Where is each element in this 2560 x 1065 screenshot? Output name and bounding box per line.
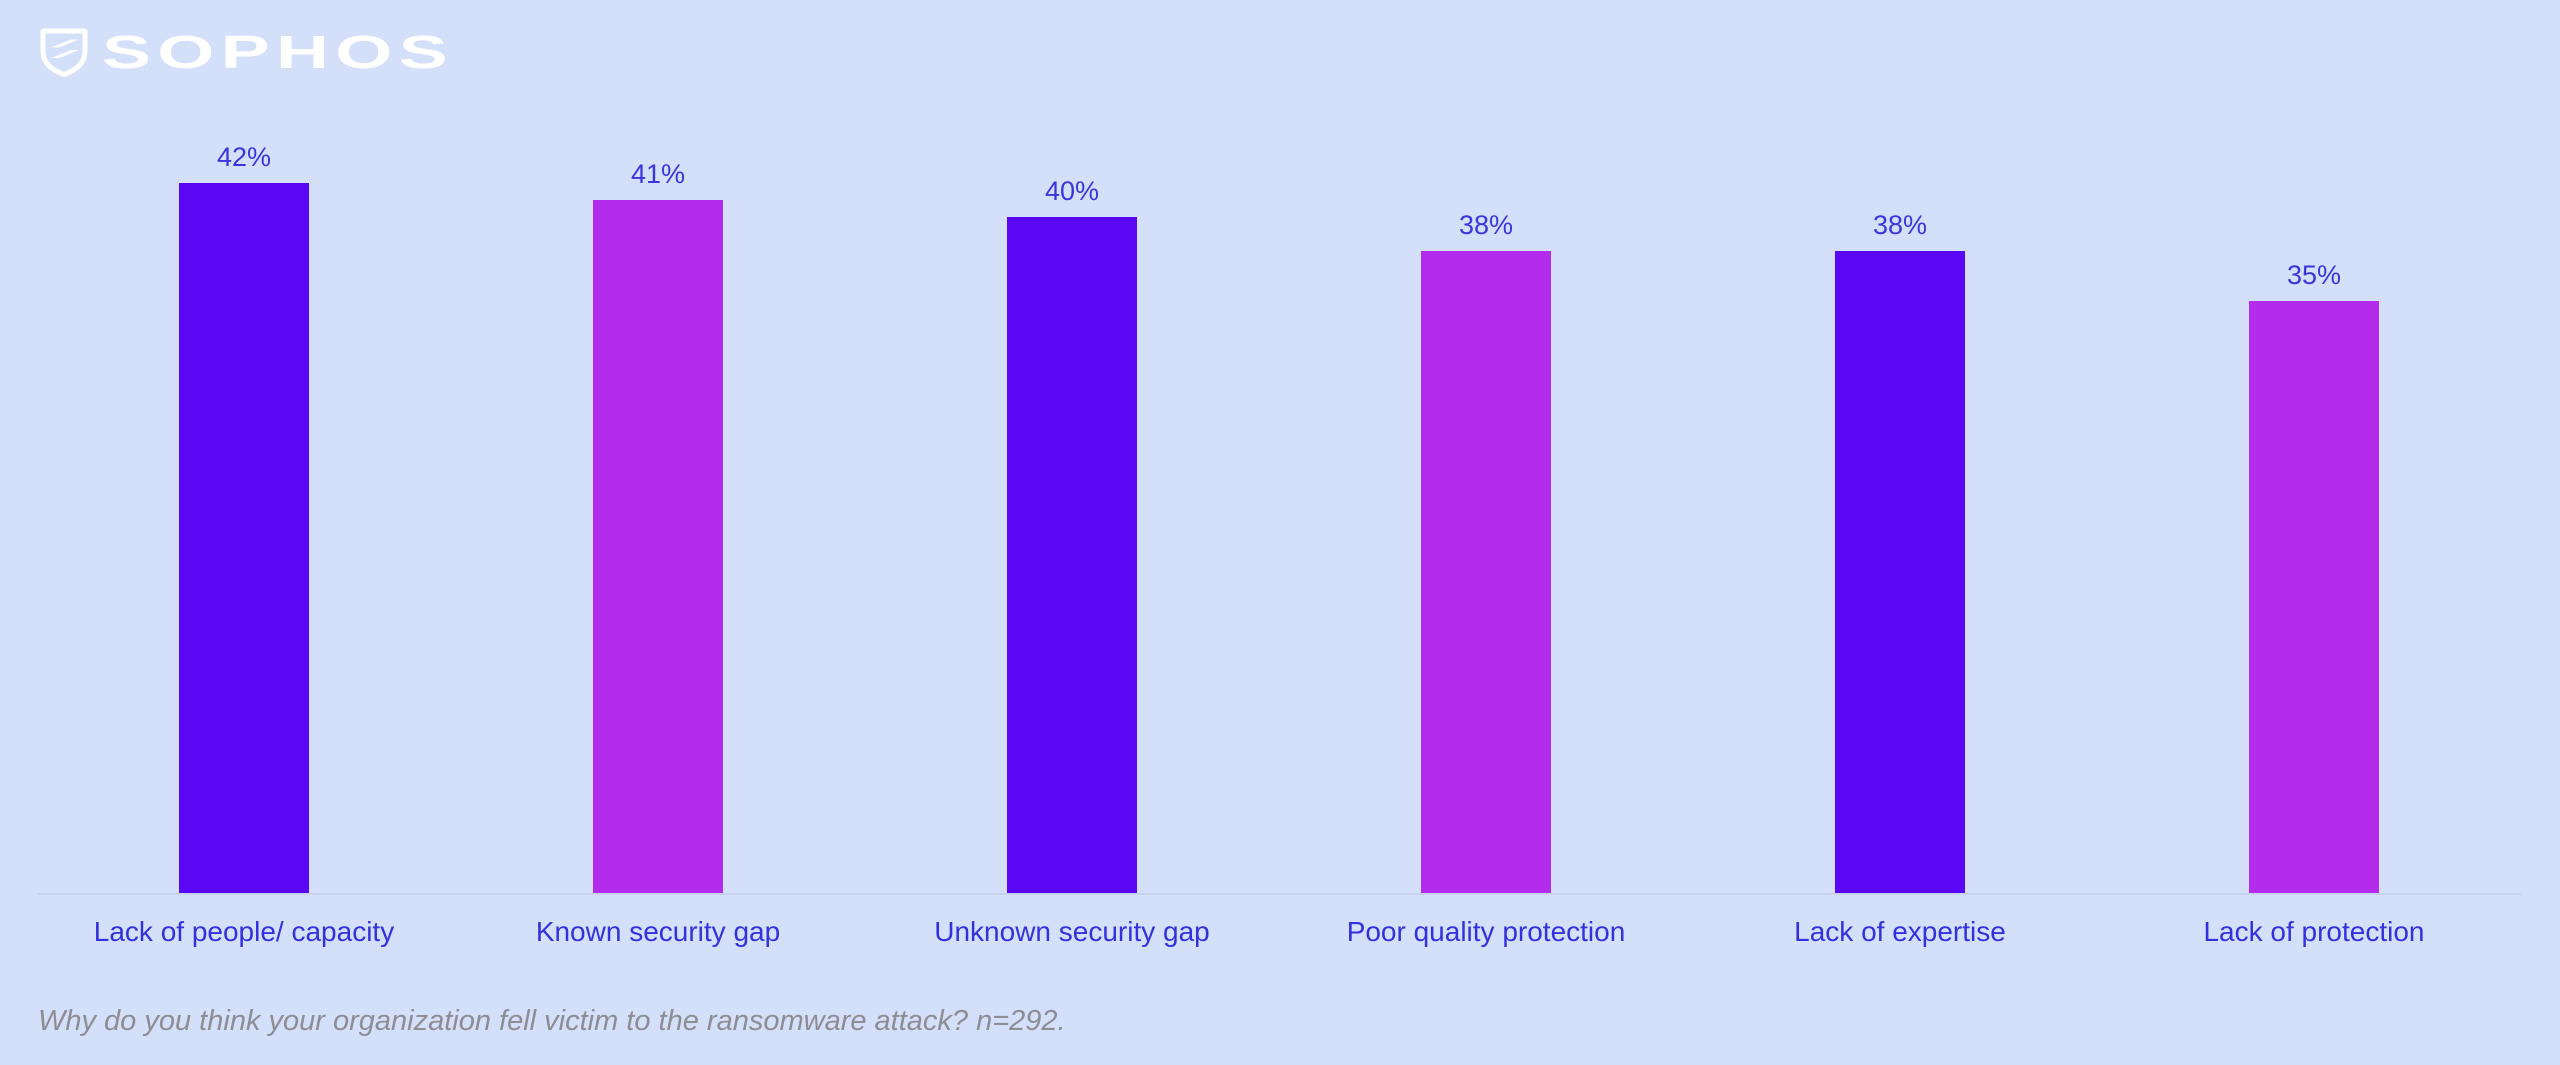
bar-column: 41%	[451, 161, 865, 893]
bar-value-label: 38%	[1872, 210, 1928, 240]
bar-value-label: 35%	[2286, 260, 2342, 290]
plot-area: 42% 41% 40% 38% 38% 35%	[37, 0, 2521, 895]
category-label: Poor quality protection	[1346, 916, 1626, 947]
bar-value-label: 42%	[216, 142, 272, 172]
bar-value-label: 40%	[1044, 176, 1100, 206]
bar-column: 38%	[1279, 212, 1693, 893]
shield-slash-bottom	[51, 50, 79, 58]
chart-caption: Why do you think your organization fell …	[38, 1005, 1066, 1037]
category-label: Known security gap	[535, 916, 781, 947]
bar	[593, 200, 723, 893]
sophos-shield-icon	[40, 28, 88, 77]
bar-value-label: 41%	[630, 159, 686, 189]
category-label: Lack of people/ capacity	[93, 916, 395, 947]
bar	[1835, 251, 1965, 893]
category-label: Lack of protection	[2203, 916, 2425, 947]
bar-column: 40%	[865, 178, 1279, 893]
sophos-logo: SOPHOS	[40, 26, 454, 78]
bar	[1007, 217, 1137, 893]
bar	[2249, 301, 2379, 893]
shield-slash-top	[51, 39, 79, 48]
bar-value-label: 38%	[1458, 210, 1514, 240]
bar-column: 42%	[37, 144, 451, 893]
bar	[1421, 251, 1551, 893]
bar-column: 35%	[2107, 262, 2521, 893]
bar-chart: 42% 41% 40% 38% 38% 35% Lack of people/ …	[37, 0, 2521, 948]
bar	[179, 183, 309, 893]
category-label: Lack of expertise	[1794, 916, 2006, 947]
category-label: Unknown security gap	[934, 916, 1210, 947]
sophos-wordmark: SOPHOS	[102, 26, 454, 78]
category-axis: Lack of people/ capacity Known security …	[37, 895, 2521, 948]
bar-column: 38%	[1693, 212, 2107, 893]
